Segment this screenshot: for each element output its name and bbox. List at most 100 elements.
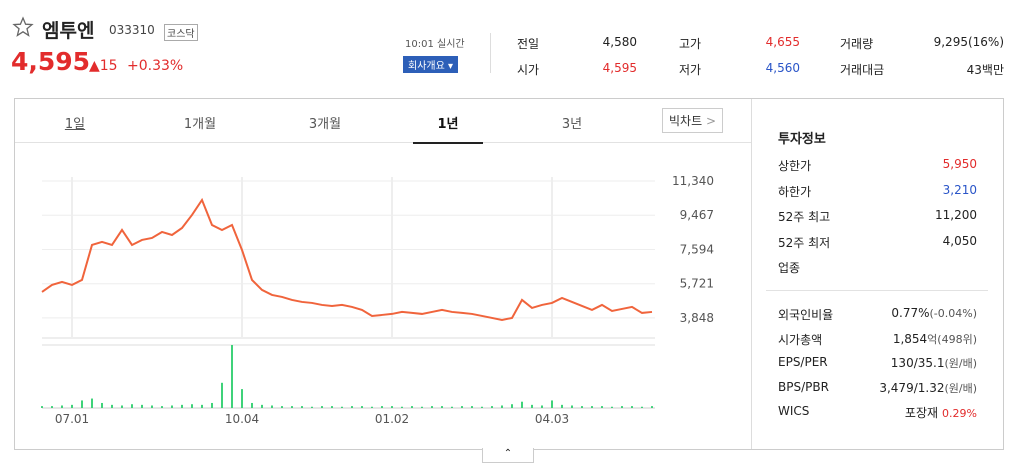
invest-value: 포장재 0.29% bbox=[905, 404, 977, 421]
volume-bar bbox=[651, 406, 653, 408]
y-tick-label: 7,594 bbox=[680, 242, 714, 256]
volume-bar bbox=[301, 406, 303, 408]
realtime-label: 10:01 실시간 bbox=[405, 39, 465, 50]
invest-label: EPS/PER bbox=[778, 355, 828, 369]
volume-bar bbox=[631, 406, 633, 408]
volume-bar bbox=[321, 406, 323, 408]
volume-bar bbox=[151, 405, 153, 408]
summary-value: 4,655 bbox=[765, 35, 800, 49]
volume-bar bbox=[531, 404, 533, 408]
value: 3,479/1.32 bbox=[879, 380, 945, 395]
big-chart-text[interactable]: 빅차트 bbox=[669, 114, 703, 128]
volume-bar bbox=[161, 406, 163, 408]
x-tick-label: 07.01 bbox=[55, 412, 89, 426]
stock-code: 033310 bbox=[109, 23, 155, 37]
tab[interactable]: 3년 bbox=[561, 117, 583, 132]
value: 0.77% bbox=[891, 306, 930, 320]
favorite-star[interactable] bbox=[12, 16, 34, 38]
price-change-pct: +0.33% bbox=[127, 58, 184, 74]
volume-bar bbox=[561, 404, 563, 408]
volume-bar bbox=[311, 406, 313, 408]
divider bbox=[490, 33, 491, 73]
invest-value: 4,050 bbox=[942, 233, 977, 248]
x-tick-label: 04.03 bbox=[535, 412, 569, 426]
note: 억(498위) bbox=[927, 332, 977, 346]
big-chart-button[interactable]: 빅차트 > bbox=[662, 108, 724, 133]
summary-value: 4,580 bbox=[602, 35, 637, 49]
stock-name: 엠투엔 bbox=[42, 20, 95, 42]
summary-value: 43백만 bbox=[966, 63, 1004, 77]
tab[interactable]: 3개월 bbox=[308, 117, 342, 132]
volume-bar bbox=[621, 406, 623, 408]
volume-bar bbox=[241, 389, 243, 408]
volume-bar bbox=[501, 405, 503, 408]
invest-title: 투자정보 bbox=[778, 132, 826, 147]
volume-bar bbox=[61, 405, 63, 408]
value: 130/35.1 bbox=[890, 356, 945, 370]
invest-label: 52주 최저 bbox=[778, 235, 831, 250]
volume-bar bbox=[541, 405, 543, 408]
volume-bar bbox=[581, 406, 583, 408]
panel-divider bbox=[751, 99, 752, 449]
invest-value: 5,950 bbox=[942, 157, 977, 171]
volume-bar bbox=[281, 406, 283, 408]
volume-bar bbox=[471, 406, 473, 408]
volume-bar bbox=[601, 406, 603, 408]
volume-bar bbox=[551, 400, 553, 408]
note: (-0.04%) bbox=[929, 307, 978, 320]
price-change: ▲15 bbox=[89, 58, 118, 74]
y-tick-label: 5,721 bbox=[680, 277, 714, 291]
volume-bar bbox=[381, 406, 383, 408]
volume-bar bbox=[221, 382, 223, 408]
volume-bar bbox=[211, 402, 213, 408]
value: 포장재 bbox=[904, 406, 939, 420]
volume-bar bbox=[261, 404, 263, 408]
sector-label: 업종 bbox=[778, 261, 801, 275]
company-button-text[interactable]: 회사개요 bbox=[408, 61, 445, 72]
volume-bar bbox=[331, 406, 333, 408]
summary-value: 9,295(16%) bbox=[933, 35, 1004, 49]
volume-bar bbox=[611, 406, 613, 408]
invest-label: WICS bbox=[778, 404, 810, 418]
invest-value: 0.77%(-0.04%) bbox=[891, 306, 977, 320]
volume-bar bbox=[571, 405, 573, 408]
tab[interactable]: 1일 bbox=[64, 117, 86, 132]
volume-bar bbox=[431, 406, 433, 408]
chart: 3,848 5,721 7,594 9,467 11,340 07.01 10.04 01.0… bbox=[41, 174, 714, 426]
summary-label: 고가 bbox=[679, 37, 702, 51]
volume-bar bbox=[71, 404, 73, 408]
y-tick-label: 11,340 bbox=[672, 174, 714, 188]
volume-bar bbox=[641, 406, 643, 408]
volume-bar bbox=[351, 406, 353, 408]
summary-label: 저가 bbox=[679, 63, 702, 77]
summary-label: 거래량 bbox=[840, 37, 874, 51]
volume-bar bbox=[421, 406, 423, 408]
volume-bar bbox=[131, 404, 133, 408]
invest-value: 3,210 bbox=[942, 182, 977, 197]
tab[interactable]: 1년 bbox=[413, 113, 483, 144]
invest-label: 하한가 bbox=[778, 184, 812, 199]
collapse-button[interactable]: ⌃ bbox=[482, 448, 534, 463]
volume-bar bbox=[391, 406, 393, 408]
volume-bar bbox=[521, 401, 523, 408]
current-price: 4,595 bbox=[11, 47, 91, 76]
invest-label: 52주 최고 bbox=[778, 210, 831, 224]
volume-bar bbox=[341, 406, 343, 408]
note: (원/배) bbox=[944, 357, 977, 370]
invest-value: 130/35.1(원/배) bbox=[891, 355, 977, 371]
summary-label: 시가 bbox=[517, 63, 540, 77]
volume-bar bbox=[491, 406, 493, 408]
volume-bar bbox=[291, 406, 293, 408]
volume-bar bbox=[441, 406, 443, 408]
tab[interactable]: 1개월 bbox=[183, 117, 217, 132]
volume-bar bbox=[251, 402, 253, 408]
invest-label: 시가총액 bbox=[778, 332, 823, 347]
volume-bar bbox=[401, 406, 403, 408]
summary-label: 전일 bbox=[517, 37, 540, 51]
y-tick-label: 3,848 bbox=[680, 311, 714, 325]
y-tick-label: 9,467 bbox=[680, 208, 714, 222]
volume-bar bbox=[141, 404, 143, 408]
info-divider bbox=[766, 290, 988, 291]
company-button[interactable]: 회사개요 ▾ bbox=[403, 56, 459, 73]
